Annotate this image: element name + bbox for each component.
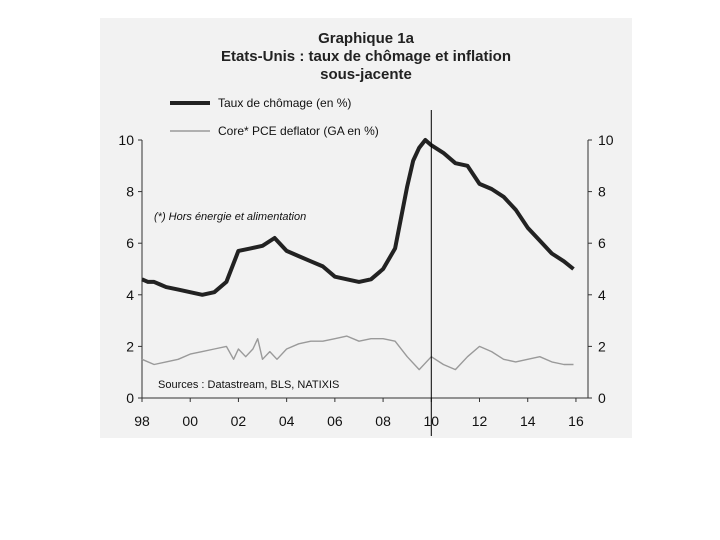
series-line-core-pce	[141, 335, 574, 371]
y-tick-label-right: 6	[598, 235, 606, 251]
x-tick-label: 06	[327, 413, 343, 429]
chart-subtitle-line1: Etats-Unis : taux de chômage et inflatio…	[220, 48, 512, 65]
y-tick-label-left: 0	[126, 390, 134, 406]
chart-panel	[100, 18, 632, 438]
y-tick-label-left: 4	[126, 287, 134, 303]
y-tick-label-left: 10	[118, 132, 134, 148]
y-tick-label-right: 4	[598, 287, 606, 303]
y-tick-label-left: 2	[126, 338, 134, 354]
x-tick-label: 12	[472, 413, 488, 429]
y-tick-label-left: 6	[126, 235, 134, 251]
x-tick-label: 04	[279, 413, 295, 429]
x-tick-label: 14	[520, 413, 536, 429]
legend-label-unemployment: Taux de chômage (en %)	[218, 96, 351, 110]
x-tick-label: 08	[375, 413, 391, 429]
y-tick-label-left: 8	[126, 184, 134, 200]
chart-annotation: (*) Hors énergie et alimentation	[154, 211, 306, 223]
y-tick-label-right: 10	[598, 132, 614, 148]
y-tick-label-right: 0	[598, 390, 606, 406]
chart-source: Sources : Datastream, BLS, NATIXIS	[158, 379, 339, 391]
y-tick-label-right: 8	[598, 184, 606, 200]
legend-label-core-pce: Core* PCE deflator (GA en %)	[218, 124, 379, 138]
x-tick-label: 16	[568, 413, 584, 429]
x-tick-label: 98	[134, 413, 150, 429]
chart-subtitle-line2: sous-jacente	[320, 66, 412, 83]
x-tick-label: 00	[182, 413, 198, 429]
x-tick-label: 02	[231, 413, 247, 429]
series-line-unemployment	[141, 138, 575, 297]
y-tick-label-right: 2	[598, 338, 606, 354]
chart-title: Graphique 1a	[318, 30, 414, 47]
